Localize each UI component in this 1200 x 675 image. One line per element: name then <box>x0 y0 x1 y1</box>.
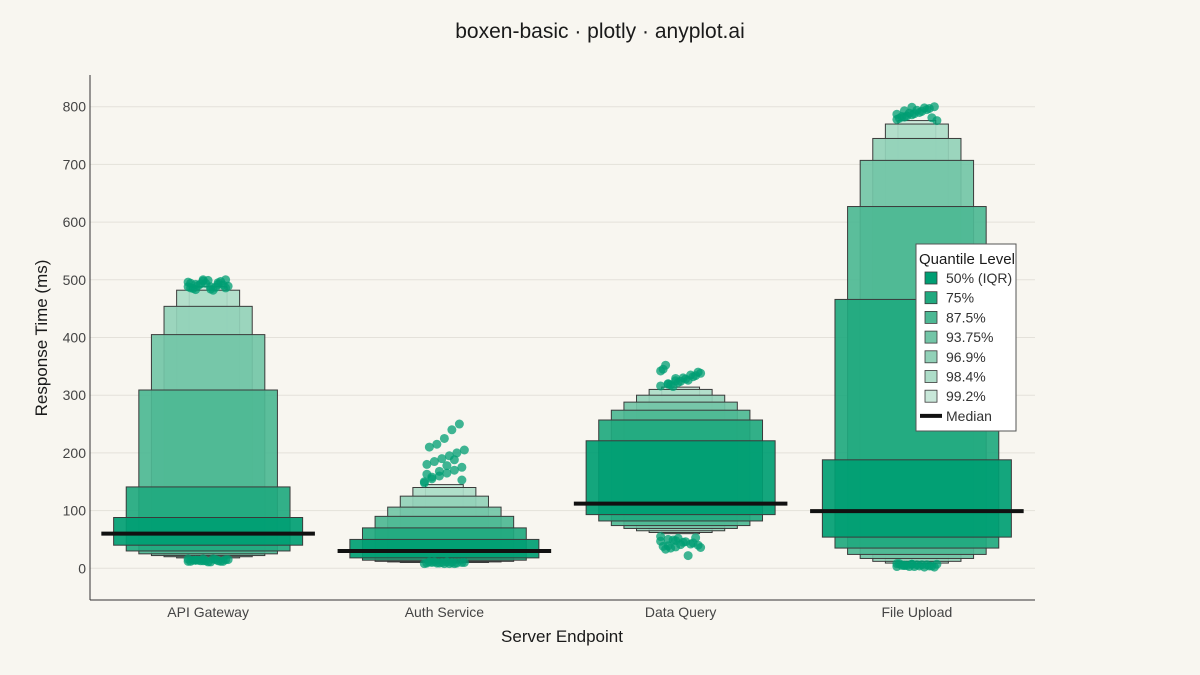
outlier-point <box>927 113 937 123</box>
axes: 0 100 200 300 400 500 600 700 800 API Gateway Auth… <box>63 75 1035 620</box>
legend-swatch <box>924 389 938 403</box>
outlier-point <box>432 439 442 449</box>
outlier-point <box>218 556 228 566</box>
outlier-point <box>211 555 221 565</box>
outlier-point <box>919 562 929 572</box>
legend-swatch <box>924 271 938 285</box>
legend-swatch <box>924 370 938 383</box>
outlier-point <box>683 375 693 385</box>
legend-title: Quantile Level <box>919 251 1015 268</box>
outlier-point <box>656 536 666 546</box>
outlier-point <box>656 381 666 391</box>
x-tick-label: File Upload <box>881 604 952 620</box>
outlier-point <box>198 275 208 285</box>
legend-entry-label: 87.5% <box>946 309 986 325</box>
outlier-point <box>191 555 201 565</box>
outlier-point <box>424 557 434 567</box>
outlier-point <box>442 468 452 478</box>
legend-entry-label: Median <box>946 408 992 424</box>
outlier-point <box>899 106 909 116</box>
outlier-point <box>663 541 673 551</box>
legend-entry-label: 50% (IQR) <box>946 270 1012 286</box>
outlier-point <box>437 454 447 464</box>
x-tick-label: Auth Service <box>405 604 485 620</box>
outlier-point <box>429 457 439 467</box>
outlier-point <box>656 366 666 376</box>
outlier-point <box>907 559 917 569</box>
legend-swatch <box>924 310 938 324</box>
outlier-point <box>186 278 196 288</box>
outlier-point <box>899 560 909 570</box>
boxen-box <box>349 538 540 559</box>
y-tick-label: 400 <box>63 330 87 346</box>
outlier-point <box>422 459 432 469</box>
outlier-point <box>683 551 693 561</box>
outlier-point <box>449 455 459 465</box>
outlier-point <box>213 279 223 289</box>
outlier-points <box>183 102 942 572</box>
outlier-point <box>439 559 449 569</box>
outlier-point <box>663 379 673 389</box>
outlier-point <box>671 542 681 552</box>
legend-entry-label: 93.75% <box>946 329 993 345</box>
outlier-point <box>432 558 442 568</box>
outlier-point <box>439 433 449 443</box>
y-tick-label: 0 <box>78 560 86 576</box>
outlier-point <box>454 419 464 429</box>
outlier-point <box>198 556 208 566</box>
outlier-point <box>452 448 462 458</box>
outlier-point <box>892 109 902 119</box>
y-tick-label: 600 <box>63 214 87 230</box>
y-tick-label: 800 <box>63 99 87 115</box>
x-tick-label: Data Query <box>645 604 717 620</box>
y-axis-title: Response Time (ms) <box>32 260 51 417</box>
outlier-point <box>671 373 681 383</box>
legend-swatch <box>924 330 938 344</box>
legend: Quantile Level 50% (IQR) 75% 87.5% 93.75% 96.… <box>915 243 1017 432</box>
x-tick-label: API Gateway <box>167 604 249 620</box>
outlier-point <box>459 445 469 455</box>
outlier-point <box>442 461 452 471</box>
outlier-point <box>191 285 201 295</box>
outlier-point <box>447 558 457 567</box>
boxen-box <box>821 459 1012 538</box>
legend-entry-label: 75% <box>946 290 974 306</box>
outlier-point <box>691 533 701 543</box>
outlier-point <box>422 469 432 479</box>
y-tick-label: 500 <box>63 272 87 288</box>
outlier-point <box>419 478 429 488</box>
outlier-point <box>696 543 706 552</box>
outlier-point <box>457 475 467 485</box>
median-lines <box>101 501 1024 553</box>
x-axis-title: Server Endpoint <box>501 627 623 646</box>
legend-entry-label: 99.2% <box>946 388 986 404</box>
legend-entry-label: 96.9% <box>946 349 986 365</box>
y-tick-label: 100 <box>63 503 87 519</box>
outlier-point <box>424 442 434 452</box>
boxen-box <box>113 517 304 546</box>
y-tick-label: 200 <box>63 445 87 461</box>
legend-entry-label: 98.4% <box>946 369 986 385</box>
outlier-point <box>457 462 467 472</box>
outlier-point <box>221 283 231 293</box>
outlier-point <box>206 282 216 292</box>
outlier-point <box>183 554 193 564</box>
chart-title: boxen-basic · plotly · anyplot.ai <box>455 20 744 43</box>
y-tick-label: 700 <box>63 156 87 172</box>
boxen-boxes <box>113 120 1012 565</box>
outlier-point <box>447 425 457 435</box>
outlier-point <box>927 561 937 571</box>
y-tick-label: 300 <box>63 387 87 403</box>
outlier-point <box>691 371 701 381</box>
outlier-point <box>434 466 444 476</box>
legend-swatch <box>924 291 938 305</box>
outlier-point <box>459 558 469 567</box>
outlier-point <box>449 465 459 475</box>
legend-swatch <box>924 350 938 364</box>
outlier-point <box>907 102 917 112</box>
outlier-point <box>919 103 929 113</box>
outlier-point <box>892 559 902 569</box>
